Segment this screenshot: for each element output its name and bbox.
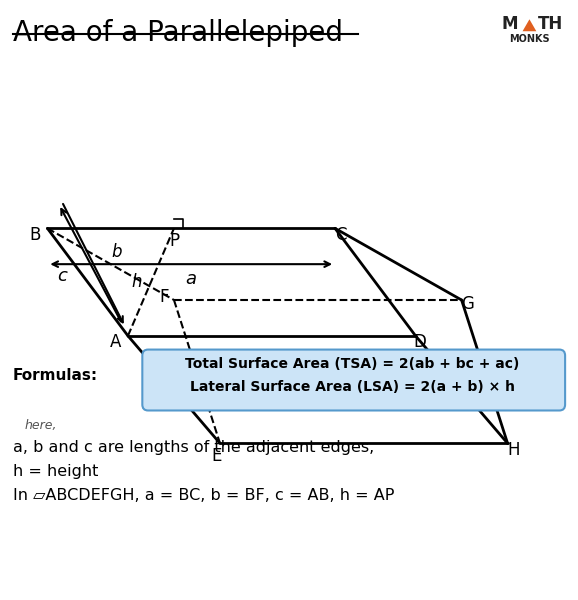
Text: Total Surface Area (TSA) = 2(ab + bc + ac): Total Surface Area (TSA) = 2(ab + bc + a… (185, 358, 520, 371)
FancyBboxPatch shape (142, 350, 565, 410)
Text: MONKS: MONKS (509, 34, 550, 44)
Text: a: a (186, 270, 197, 288)
Text: a, b and c are lengths of the adjacent edges,: a, b and c are lengths of the adjacent e… (13, 440, 374, 455)
Text: c: c (57, 267, 66, 285)
Text: G: G (461, 295, 475, 313)
Text: F: F (159, 288, 169, 306)
Text: Area of a Parallelepiped: Area of a Parallelepiped (13, 19, 343, 47)
Text: B: B (29, 226, 40, 244)
Text: H: H (507, 441, 520, 459)
Text: P: P (169, 232, 179, 250)
Text: C: C (336, 226, 347, 244)
Text: TH: TH (538, 14, 564, 32)
Text: Lateral Surface Area (LSA) = 2(a + b) × h: Lateral Surface Area (LSA) = 2(a + b) × … (190, 380, 515, 394)
Text: b: b (111, 243, 122, 261)
Text: h: h (131, 273, 142, 291)
Polygon shape (523, 19, 536, 31)
Text: E: E (211, 448, 221, 466)
Text: M: M (502, 14, 518, 32)
Text: h = height: h = height (13, 464, 98, 479)
Text: here,: here, (24, 419, 57, 433)
Text: In ▱ABCDEFGH, a = BC, b = BF, c = AB, h = AP: In ▱ABCDEFGH, a = BC, b = BF, c = AB, h … (13, 488, 394, 503)
Text: Formulas:: Formulas: (13, 368, 98, 383)
Text: D: D (413, 334, 426, 352)
Text: A: A (110, 334, 121, 352)
